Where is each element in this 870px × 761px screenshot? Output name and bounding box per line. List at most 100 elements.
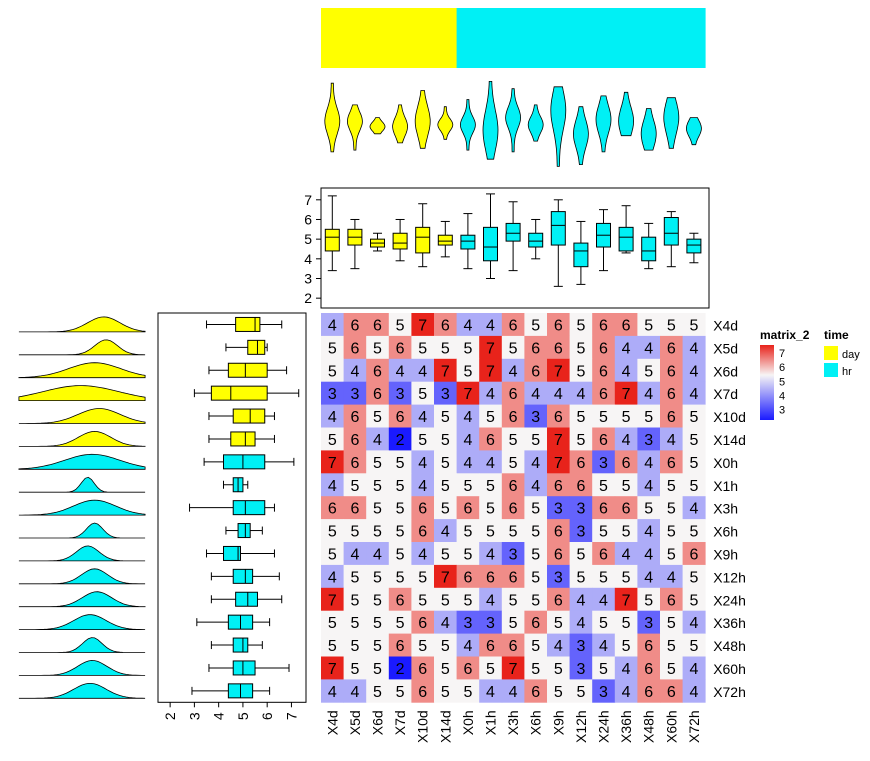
column-label: X5d <box>347 710 363 735</box>
column-boxplot <box>596 209 611 272</box>
cell-value: 6 <box>509 317 518 334</box>
heatmap-cell <box>547 656 570 680</box>
heatmap-cell <box>547 496 570 520</box>
row-label: X36h <box>713 615 746 631</box>
y-tick-label: 3 <box>304 270 312 286</box>
cell-value: 5 <box>373 478 382 495</box>
cell-value: 5 <box>463 363 472 380</box>
cell-value: 2 <box>396 432 405 449</box>
cell-value: 6 <box>463 661 472 678</box>
heatmap-cell <box>479 313 503 337</box>
heatmap-cell <box>456 450 480 474</box>
row-density <box>18 522 146 539</box>
column-group-cell <box>592 8 616 68</box>
row-density <box>18 476 146 493</box>
y-tick-label: 4 <box>304 251 312 267</box>
heatmap-cell <box>524 656 548 680</box>
heatmap-cell <box>660 679 683 703</box>
heatmap-cell <box>682 450 706 474</box>
cell-value: 5 <box>689 317 698 334</box>
cell-value: 5 <box>576 432 585 449</box>
cell-value: 5 <box>418 592 427 609</box>
heatmap-cell <box>501 496 525 520</box>
cell-value: 4 <box>328 409 337 426</box>
heatmap-cell <box>614 610 638 634</box>
heatmap-cell <box>569 519 593 543</box>
cell-value: 5 <box>463 340 472 357</box>
box <box>415 226 431 254</box>
y-tick-label: 2 <box>304 290 312 306</box>
heatmap-cell <box>321 519 344 543</box>
heatmap-cell <box>501 679 525 703</box>
cell-value: 5 <box>576 409 585 426</box>
row-density <box>18 499 146 516</box>
cell-value: 5 <box>350 592 359 609</box>
heatmap-cell <box>343 381 367 405</box>
group-legend-swatch <box>824 363 838 377</box>
row-density <box>18 339 146 356</box>
heatmap-cell <box>321 633 344 657</box>
heatmap-cell <box>434 679 457 703</box>
cell-value: 5 <box>599 615 608 632</box>
heatmap-cell <box>321 358 344 383</box>
heatmap-cell <box>592 633 616 657</box>
cell-value: 6 <box>622 501 631 518</box>
cell-value: 6 <box>350 317 359 334</box>
heatmap-cell <box>592 335 616 360</box>
heatmap-cell <box>637 404 661 428</box>
column-group-cell <box>660 8 683 68</box>
cell-value: 4 <box>463 317 472 334</box>
cell-value: 5 <box>599 478 608 495</box>
cell-value: 3 <box>554 569 563 586</box>
box <box>324 228 340 252</box>
heatmap-cell <box>411 587 435 612</box>
cell-value: 5 <box>622 478 631 495</box>
cell-value: 5 <box>441 684 450 701</box>
heatmap-cell <box>682 473 706 497</box>
cell-value: 5 <box>350 569 359 586</box>
row-label: X72h <box>713 684 746 700</box>
row-density <box>18 614 146 630</box>
column-violin <box>437 106 454 140</box>
heatmap-cell <box>388 496 412 520</box>
cell-value: 3 <box>576 501 585 518</box>
heatmap-cell <box>456 656 480 680</box>
heatmap-cell <box>614 656 638 680</box>
row-label: X48h <box>713 638 746 654</box>
box <box>392 232 408 250</box>
row-boxplot <box>225 339 268 355</box>
cell-value: 5 <box>689 638 698 655</box>
cell-value: 6 <box>350 455 359 472</box>
cell-value: 7 <box>328 455 337 472</box>
heatmap-cell <box>479 542 503 566</box>
y-tick-label: 6 <box>304 211 312 227</box>
heatmap-cell <box>388 633 412 657</box>
heatmap-cell <box>569 633 593 657</box>
cell-value: 7 <box>622 386 631 403</box>
heatmap-cell <box>321 587 344 612</box>
column-violin <box>346 104 363 151</box>
heatmap-cell <box>637 587 661 612</box>
heatmap-cell <box>501 450 525 474</box>
cell-value: 5 <box>441 455 450 472</box>
heatmap-cell <box>660 358 683 383</box>
cell-value: 4 <box>622 363 631 380</box>
cell-value: 5 <box>396 546 405 563</box>
cell-value: 6 <box>373 317 382 334</box>
column-violin <box>618 91 635 137</box>
heatmap-cell <box>547 381 570 405</box>
cell-value: 5 <box>667 478 676 495</box>
heatmap-cell <box>614 473 638 497</box>
heatmap-cell <box>682 542 706 566</box>
box <box>223 454 266 470</box>
top-boxplot-frame <box>320 187 710 309</box>
row-label: X6d <box>713 363 738 379</box>
heatmap-cell <box>501 656 525 680</box>
cell-value: 5 <box>667 317 676 334</box>
heatmap-cell <box>411 313 435 337</box>
heatmap-cell <box>366 358 390 383</box>
row-density <box>18 430 146 447</box>
column-label: X1h <box>483 710 499 735</box>
cell-value: 5 <box>441 340 450 357</box>
